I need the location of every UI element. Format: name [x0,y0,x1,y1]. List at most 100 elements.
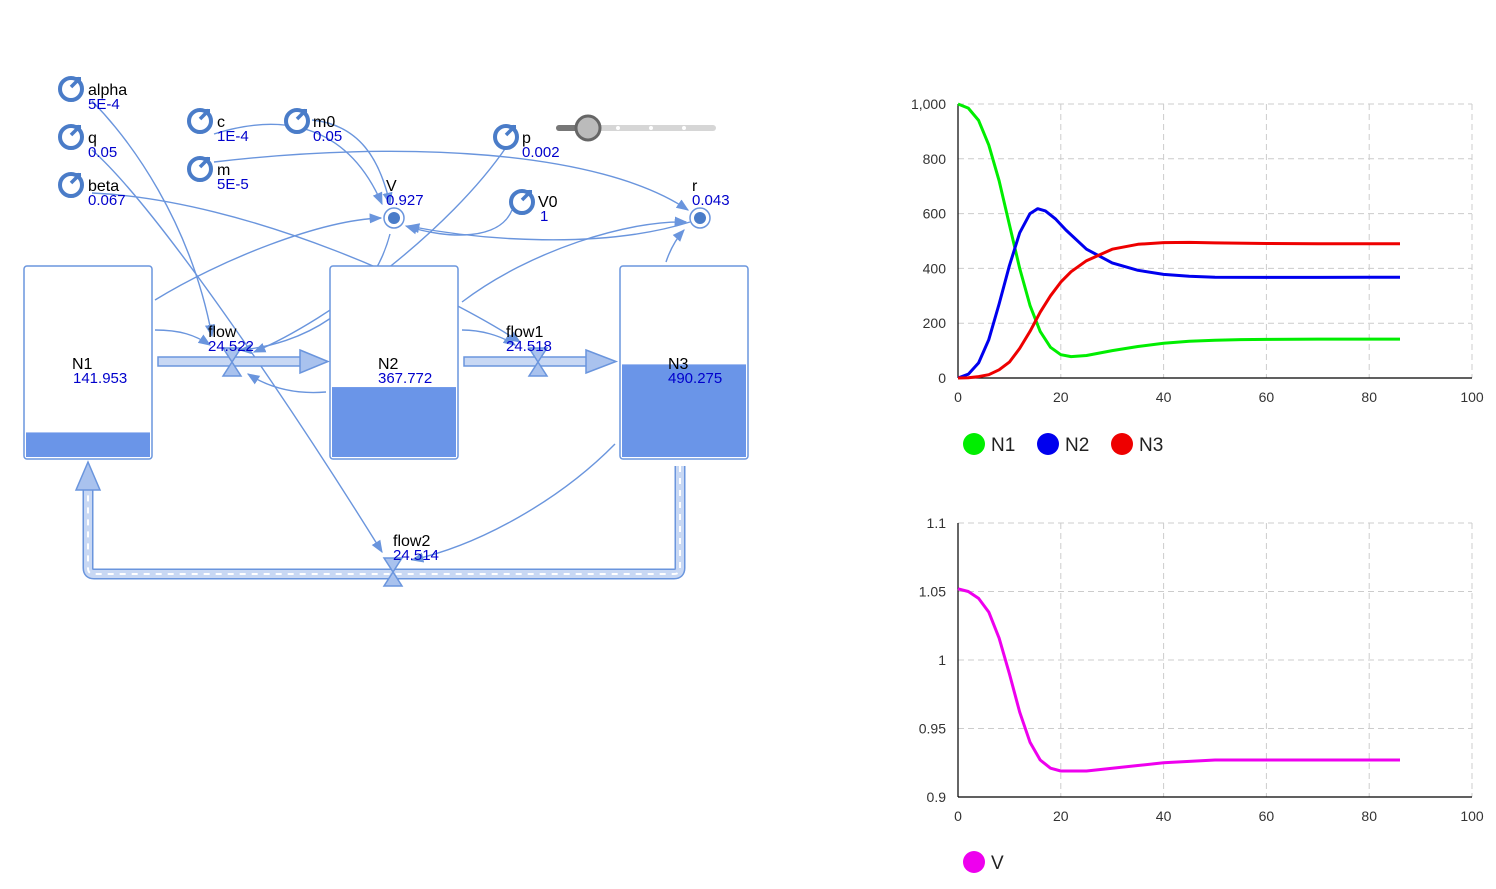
svg-text:0.05: 0.05 [88,144,117,161]
gauge-icon [58,171,84,198]
y-tick-label: 1 [938,652,946,668]
link-alpha-flow [91,100,215,338]
legend-marker-V [963,851,985,873]
flow-valve[interactable]: flow 24.522 [208,324,254,377]
y-tick-label: 800 [923,151,947,167]
param-V0[interactable]: V0 1 [509,188,558,225]
legend-marker-N2 [1037,433,1059,455]
svg-text:1: 1 [540,208,548,225]
y-tick-label: 400 [923,260,947,276]
flow-value: 24.522 [208,338,254,355]
gauge-icon [58,123,84,150]
gauge-icon [284,107,310,134]
flow1-label: flow1 [506,324,543,341]
y-tick-label: 1.1 [927,515,947,531]
param-p[interactable]: p 0.002 [493,123,560,161]
flow-label: flow [208,324,237,341]
x-tick-label: 20 [1053,389,1069,405]
param-m[interactable]: m 5E-5 [187,155,249,193]
y-tick-label: 600 [923,206,947,222]
link-beta-flow1 [91,192,522,343]
param-q[interactable]: q 0.05 [58,123,117,161]
y-tick-label: 1.05 [919,584,946,600]
x-tick-label: 40 [1156,389,1172,405]
svg-text:0.002: 0.002 [522,144,560,161]
stock-flow-diagram: N1 141.953 N2 367.772 N3 490.275 flow 24… [23,75,749,587]
slider-knob[interactable] [574,114,602,142]
y-tick-label: 0 [938,370,946,386]
legend-label-V: V [991,853,1004,874]
svg-text:q: q [88,130,97,147]
variable-V-value: 0.927 [386,192,424,209]
stock-N2-label: N2 [378,356,399,373]
stock-N3-value: 490.275 [668,370,722,387]
x-tick-label: 0 [954,808,962,824]
flow1-valve[interactable]: flow1 24.518 [506,324,552,377]
svg-text:V0: V0 [538,194,558,211]
x-tick-label: 100 [1460,389,1484,405]
stock-N1[interactable]: N1 141.953 [23,265,153,460]
link-N1-V [154,213,383,301]
x-tick-label: 100 [1460,808,1484,824]
svg-text:beta: beta [88,178,119,195]
svg-text:c: c [217,114,225,131]
stock-N3-fill [622,364,746,457]
link-N2-r [461,216,688,303]
link-r-V [406,221,691,241]
legend-marker-N1 [963,433,985,455]
x-tick-label: 80 [1361,808,1377,824]
svg-text:5E-4: 5E-4 [88,96,120,113]
series-line-V [957,587,1400,773]
x-tick-label: 80 [1361,389,1377,405]
stock-N3[interactable]: N3 490.275 [619,265,749,460]
gauge-icon [509,188,535,215]
stock-N1-fill [26,432,150,457]
flow2-valve[interactable]: flow2 24.514 [383,533,439,587]
stock-N1-value: 141.953 [73,370,127,387]
link-N3-r [665,229,685,263]
y-tick-label: 0.95 [919,721,946,737]
x-tick-label: 40 [1156,808,1172,824]
stock-N3-label: N3 [668,356,689,373]
gauge-icon [58,75,84,102]
svg-text:0.067: 0.067 [88,192,126,209]
x-tick-label: 0 [954,389,962,405]
x-tick-label: 60 [1259,389,1275,405]
series-line-N3 [957,240,1400,380]
link-m0-V [311,119,393,206]
stock-N2[interactable]: N2 367.772 [329,265,459,460]
variable-r[interactable]: r 0.043 [689,178,730,229]
y-tick-label: 1,000 [911,96,946,112]
flow2-value: 24.514 [393,547,439,564]
svg-text:0.05: 0.05 [313,128,342,145]
y-tick-label: 200 [923,315,947,331]
gauge-icon [187,107,213,134]
variable-V-label: V [386,178,397,195]
link-V0-V [404,209,513,236]
variable-r-value: 0.043 [692,192,730,209]
legend-label-N3: N3 [1139,435,1163,456]
svg-text:1E-4: 1E-4 [217,128,249,145]
gauge-icon [493,123,519,150]
param-c[interactable]: c 1E-4 [187,107,249,145]
param-m0[interactable]: m0 0.05 [284,107,342,145]
link-N3-flow2 [410,443,616,563]
svg-text:alpha: alpha [88,82,127,99]
param-beta[interactable]: beta 0.067 [58,171,126,209]
flow2-label: flow2 [393,533,430,550]
svg-text:p: p [522,130,531,147]
link-m-r [213,150,690,211]
flow-pipes [74,348,686,580]
time-slider[interactable] [556,114,716,142]
variable-V[interactable]: V 0.927 [383,178,424,229]
link-c-V [213,123,383,206]
stock-N1-label: N1 [72,356,93,373]
series-line-N1 [957,102,1400,359]
chart-1: 0 20 40 60 80 100 0.9 0.95 1 1.05 1.1 V [919,515,1484,874]
param-alpha[interactable]: alpha 5E-4 [58,75,127,113]
series-line-N2 [957,207,1400,380]
link-N2-flow [246,373,327,394]
stock-N2-fill [332,387,456,457]
legend-label-N2: N2 [1065,435,1089,456]
pipe-N2-N3 [463,356,591,367]
